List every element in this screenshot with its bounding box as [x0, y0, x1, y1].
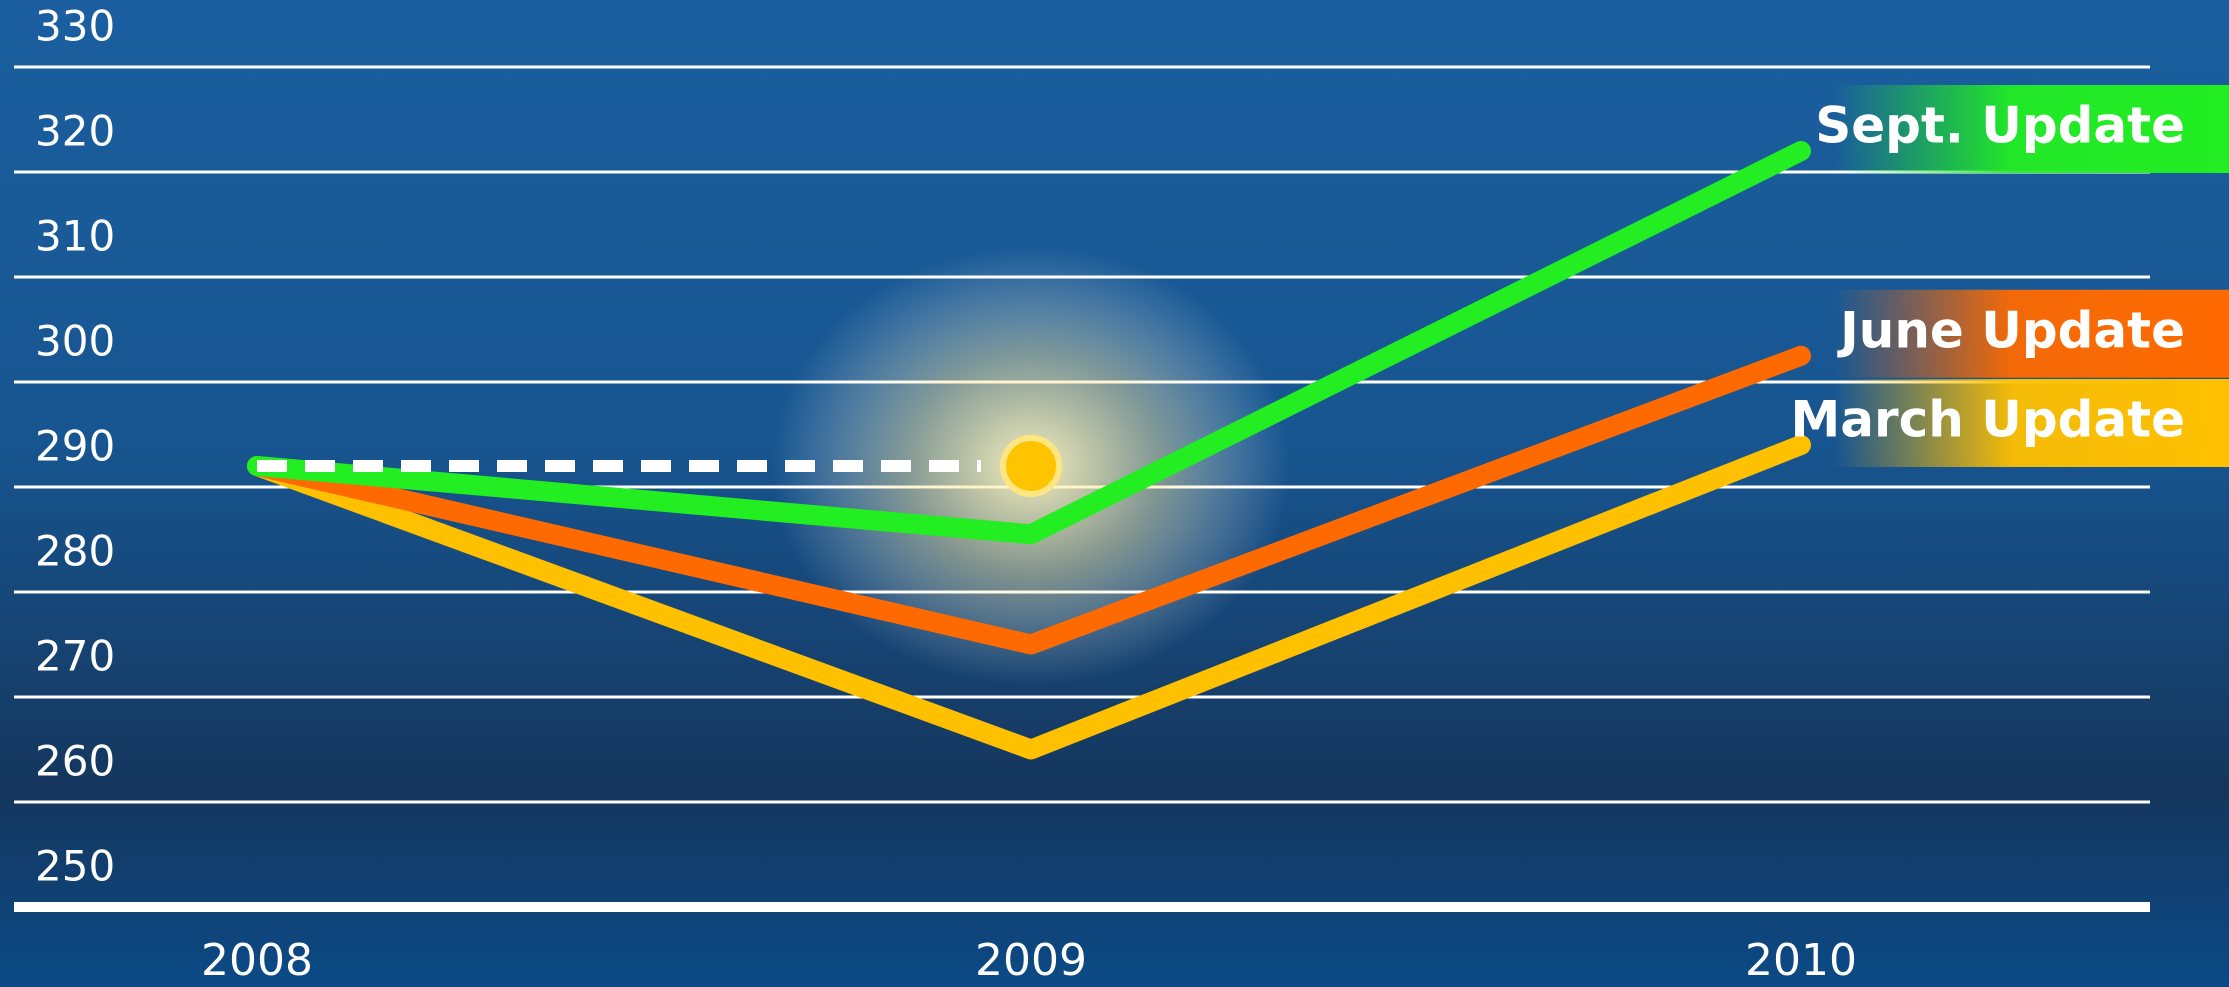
legend-label: Sept. Update [1815, 97, 2185, 155]
y-tick-label: 310 [35, 212, 115, 261]
y-tick-label: 290 [35, 422, 115, 471]
reference-marker [1000, 435, 1062, 497]
y-tick-label: 270 [35, 632, 115, 681]
grid: 250 260 270 280 290 300 310 320 330 2008 2009 2010 [14, 2, 2150, 986]
x-tick-label: 2010 [1745, 935, 1857, 986]
legend: March Update June Update Sept. Update [1790, 85, 2229, 467]
legend-label: June Update [1837, 301, 2185, 359]
y-tick-label: 280 [35, 527, 115, 576]
y-tick-label: 320 [35, 107, 115, 156]
series-line [247, 141, 1811, 545]
legend-swatch [1834, 289, 2229, 378]
legend-label: March Update [1790, 391, 2185, 449]
plot [247, 141, 1811, 760]
y-tick-label: 300 [35, 317, 115, 366]
series-line [247, 435, 1811, 760]
x-tick-label: 2008 [201, 935, 313, 986]
legend-swatch [1834, 85, 2229, 173]
y-tick-label: 260 [35, 737, 115, 786]
legend-swatch [1834, 379, 2229, 467]
y-tick-label: 250 [35, 842, 115, 891]
y-tick-label: 330 [35, 2, 115, 51]
x-tick-label: 2009 [975, 935, 1087, 986]
series-line [247, 345, 1811, 655]
